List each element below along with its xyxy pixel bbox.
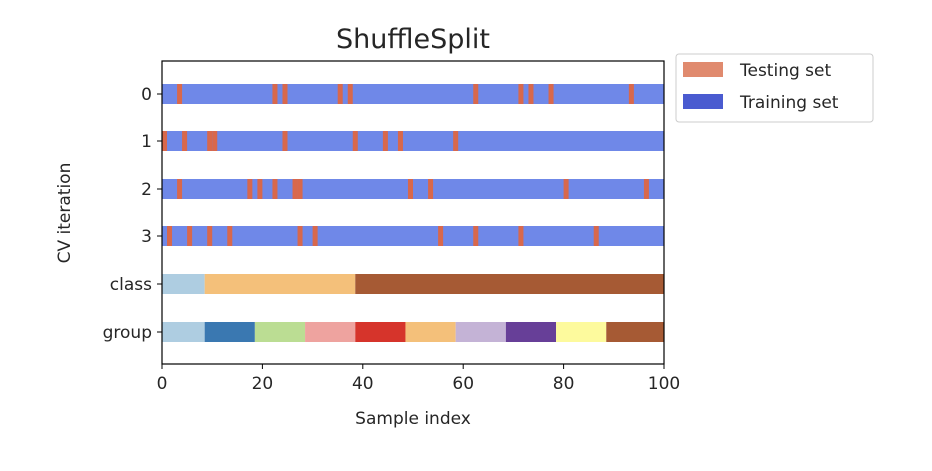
group-segment-0 xyxy=(162,322,205,342)
test-mark-0 xyxy=(347,84,353,104)
x-tick-label: 40 xyxy=(352,374,374,394)
y-tick-label: 3 xyxy=(141,227,152,247)
test-mark-2 xyxy=(272,179,278,199)
x-axis-label: Sample index xyxy=(355,409,471,429)
test-mark-2 xyxy=(407,179,413,199)
y-tick-label: 1 xyxy=(141,132,152,152)
legend-box xyxy=(675,53,874,123)
test-mark-0 xyxy=(628,84,634,104)
test-mark-3 xyxy=(167,226,173,246)
test-mark-3 xyxy=(227,226,233,246)
group-segment-5 xyxy=(405,322,456,342)
test-mark-0 xyxy=(528,84,534,104)
test-mark-1 xyxy=(382,131,388,151)
y-axis-label: CV iteration xyxy=(55,163,75,264)
test-mark-0 xyxy=(337,84,343,104)
test-mark-0 xyxy=(272,84,278,104)
test-mark-1 xyxy=(282,131,288,151)
group-segment-1 xyxy=(204,322,255,342)
test-mark-2 xyxy=(297,179,303,199)
test-mark-1 xyxy=(453,131,459,151)
test-mark-2 xyxy=(177,179,183,199)
group-segment-4 xyxy=(355,322,406,342)
x-tick-label: 60 xyxy=(452,374,474,394)
test-mark-0 xyxy=(177,84,183,104)
group-segment-7 xyxy=(505,322,557,342)
test-mark-2 xyxy=(428,179,434,199)
class-segment-0 xyxy=(162,274,205,294)
class-segment-1 xyxy=(204,274,356,294)
group-segment-9 xyxy=(606,322,664,342)
test-mark-2 xyxy=(643,179,649,199)
test-mark-3 xyxy=(207,226,213,246)
x-tick-label: 80 xyxy=(553,374,575,394)
x-tick-label: 100 xyxy=(648,374,680,394)
train-bar-1 xyxy=(162,131,664,151)
test-mark-1 xyxy=(182,131,188,151)
test-mark-3 xyxy=(312,226,318,246)
y-tick-label: 2 xyxy=(141,180,152,200)
test-mark-3 xyxy=(593,226,599,246)
group-segment-2 xyxy=(254,322,306,342)
test-mark-3 xyxy=(473,226,479,246)
test-mark-1 xyxy=(207,131,213,151)
test-mark-2 xyxy=(257,179,263,199)
legend-label-testing: Testing set xyxy=(739,61,831,81)
x-tick-label: 0 xyxy=(157,374,168,394)
test-mark-3 xyxy=(297,226,303,246)
chart-title: ShuffleSplit xyxy=(336,24,490,55)
train-bar-0 xyxy=(162,84,664,104)
test-mark-3 xyxy=(518,226,524,246)
test-mark-1 xyxy=(397,131,403,151)
bars-layer xyxy=(162,84,664,342)
group-segment-3 xyxy=(305,322,356,342)
class-segment-2 xyxy=(355,274,664,294)
y-tick-label: 0 xyxy=(141,85,152,105)
y-tick-label: class xyxy=(110,275,152,295)
plot-frame xyxy=(161,60,665,365)
test-mark-3 xyxy=(438,226,444,246)
legend: Testing set Training set xyxy=(675,53,874,123)
group-segment-8 xyxy=(556,322,607,342)
test-mark-0 xyxy=(473,84,479,104)
legend-swatch-testing xyxy=(683,62,723,77)
test-mark-0 xyxy=(518,84,524,104)
test-mark-2 xyxy=(563,179,569,199)
x-axis: 0 20 40 60 80 100 xyxy=(157,364,680,394)
test-mark-1 xyxy=(352,131,358,151)
test-mark-2 xyxy=(292,179,298,199)
test-mark-0 xyxy=(282,84,288,104)
legend-label-training: Training set xyxy=(739,93,839,113)
test-mark-1 xyxy=(212,131,218,151)
y-axis: 0 1 2 3 class group xyxy=(103,85,162,343)
test-mark-2 xyxy=(247,179,253,199)
train-bar-3 xyxy=(162,226,664,246)
test-mark-1 xyxy=(162,131,168,151)
legend-swatch-training xyxy=(683,94,723,109)
y-tick-label: group xyxy=(103,323,152,343)
x-tick-label: 20 xyxy=(252,374,274,394)
test-mark-3 xyxy=(187,226,193,246)
test-mark-0 xyxy=(548,84,554,104)
group-segment-6 xyxy=(455,322,506,342)
